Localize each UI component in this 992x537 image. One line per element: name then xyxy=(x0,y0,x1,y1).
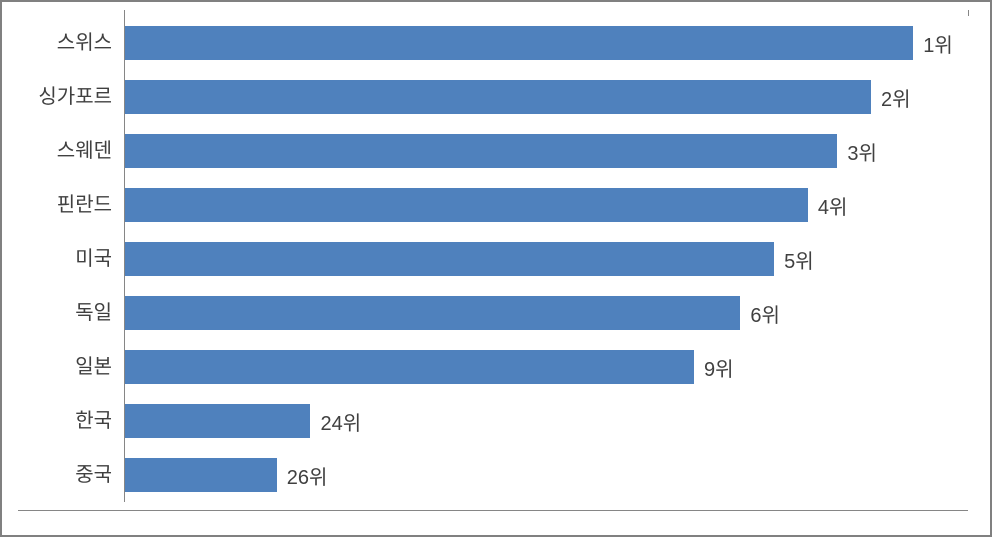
value-label: 3위 xyxy=(847,137,877,166)
bar xyxy=(125,458,277,492)
bar-row: 중국 26위 xyxy=(18,448,968,502)
bar xyxy=(125,26,913,60)
bar xyxy=(125,188,808,222)
bar-row: 일본 9위 xyxy=(18,340,968,394)
bar-row: 핀란드 4위 xyxy=(18,178,968,232)
value-label: 24위 xyxy=(320,407,361,436)
category-label: 스웨덴 xyxy=(18,141,124,161)
category-label: 미국 xyxy=(18,249,124,269)
bar xyxy=(125,134,837,168)
value-label: 26위 xyxy=(287,461,328,490)
category-label: 스위스 xyxy=(18,33,124,53)
bar-track: 5위 xyxy=(124,232,968,286)
category-label: 핀란드 xyxy=(18,195,124,215)
bar-row: 미국 5위 xyxy=(18,232,968,286)
bar-row: 스웨덴 3위 xyxy=(18,124,968,178)
chart-container: 스위스 1위 싱가포르 2위 스웨덴 3위 핀란드 4위 xyxy=(0,0,992,537)
value-label: 2위 xyxy=(881,83,911,112)
bar-row: 한국 24위 xyxy=(18,394,968,448)
axis-tick xyxy=(968,10,969,16)
bar-row: 스위스 1위 xyxy=(18,16,968,70)
category-label: 독일 xyxy=(18,303,124,323)
bar-track: 3위 xyxy=(124,124,968,178)
bar-track: 24위 xyxy=(124,394,968,448)
bar-row: 독일 6위 xyxy=(18,286,968,340)
category-label: 싱가포르 xyxy=(18,87,124,107)
category-label: 중국 xyxy=(18,465,124,485)
bar xyxy=(125,404,310,438)
bar xyxy=(125,80,871,114)
bar xyxy=(125,296,740,330)
bar xyxy=(125,350,694,384)
plot-area: 스위스 1위 싱가포르 2위 스웨덴 3위 핀란드 4위 xyxy=(18,16,968,511)
value-label: 9위 xyxy=(704,353,734,382)
value-label: 6위 xyxy=(750,299,780,328)
bar-track: 9위 xyxy=(124,340,968,394)
bar-track: 6위 xyxy=(124,286,968,340)
bar-track: 1위 xyxy=(124,16,968,70)
bar-track: 4위 xyxy=(124,178,968,232)
category-label: 한국 xyxy=(18,411,124,431)
value-label: 5위 xyxy=(784,245,814,274)
value-label: 1위 xyxy=(923,29,953,58)
value-label: 4위 xyxy=(818,191,848,220)
bar-track: 26위 xyxy=(124,448,968,502)
bar-track: 2위 xyxy=(124,70,968,124)
bar-row: 싱가포르 2위 xyxy=(18,70,968,124)
category-label: 일본 xyxy=(18,357,124,377)
bar xyxy=(125,242,774,276)
